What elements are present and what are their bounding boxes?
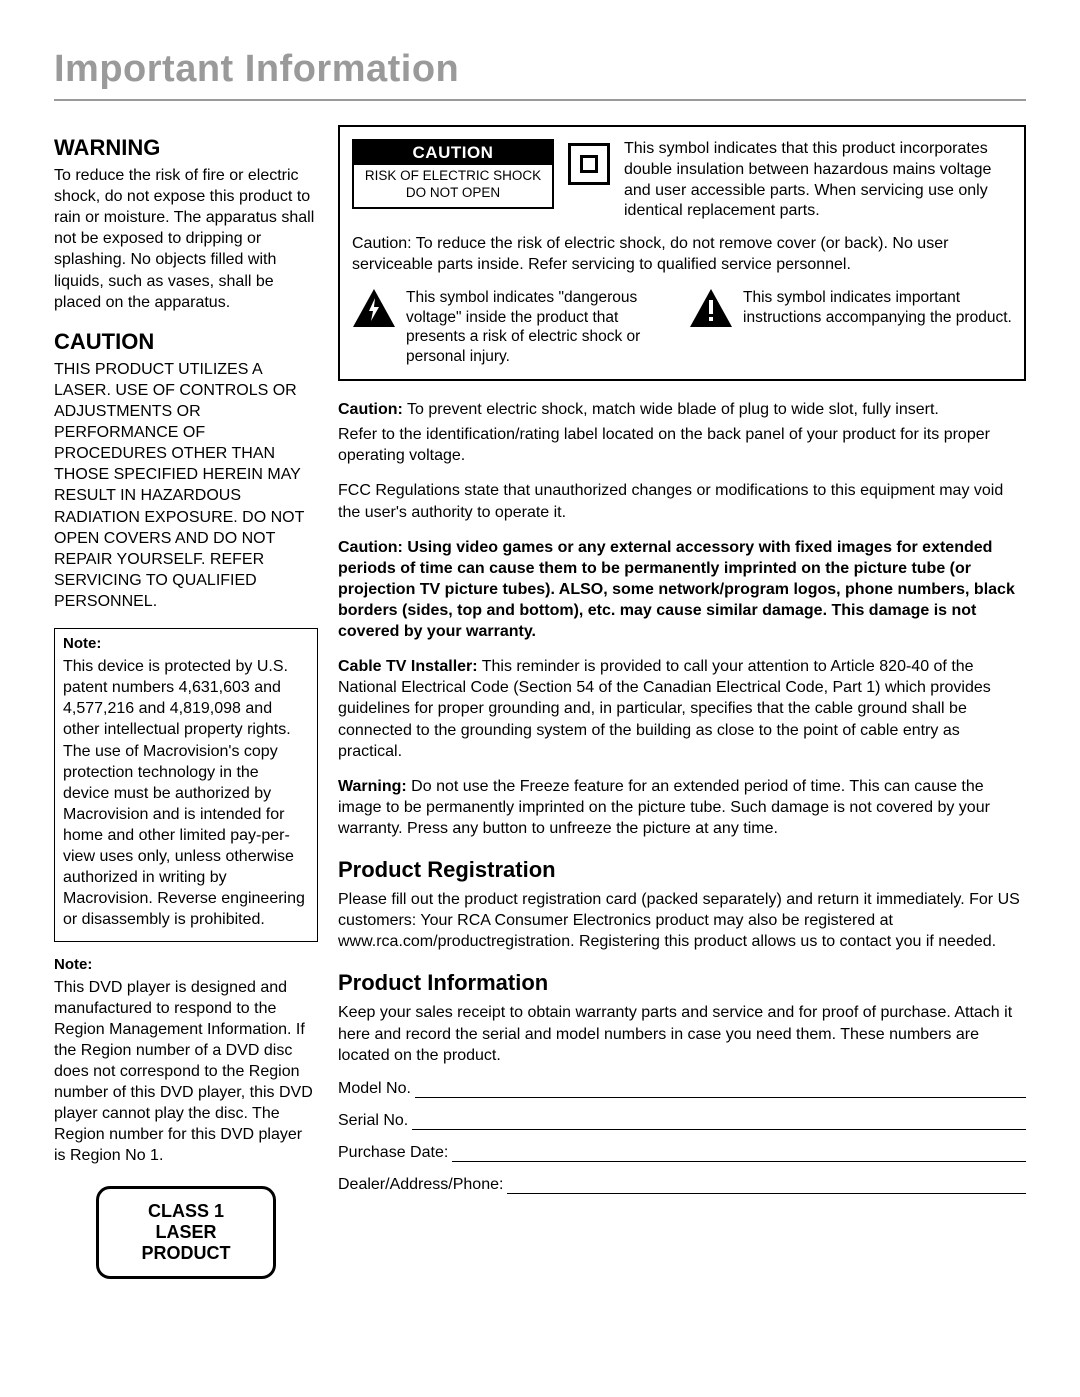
para-burn-in-caution: Caution: Using video games or any extern… [338,537,1026,643]
para-rating-label: Refer to the identification/rating label… [338,424,1026,466]
voltage-symbol-text: This symbol indicates "dangerous voltage… [406,288,675,367]
para-freeze-warning-body: Do not use the Freeze feature for an ext… [338,778,990,837]
note1-label: Note: [63,635,309,652]
product-information-body: Keep your sales receipt to obtain warran… [338,1002,1026,1065]
title-divider [54,99,1026,101]
page-title: Important Information [54,48,1026,91]
dealer-label: Dealer/Address/Phone: [338,1176,503,1194]
dangerous-voltage-icon [352,288,396,328]
caution-outer-box: CAUTION RISK OF ELECTRIC SHOCK DO NOT OP… [338,125,1026,381]
product-registration-body: Please fill out the product registration… [338,889,1026,952]
caution-body: THIS PRODUCT UTILIZES A LASER. USE OF CO… [54,359,318,612]
para-freeze-warning: Warning: Do not use the Freeze feature f… [338,776,1026,839]
caution-panel-header: CAUTION [354,141,552,165]
double-insulation-icon [568,143,610,185]
product-information-heading: Product Information [338,970,1026,996]
para-plug-caution-lead: Caution: [338,401,403,418]
product-registration-heading: Product Registration [338,857,1026,883]
para-cable-installer: Cable TV Installer: This reminder is pro… [338,656,1026,762]
serial-no-field[interactable]: Serial No. [338,1112,1026,1130]
warning-body: To reduce the risk of fire or electric s… [54,165,318,313]
instructions-symbol-block: This symbol indicates important instruct… [689,288,1012,328]
model-no-label: Model No. [338,1080,411,1098]
warning-heading: WARNING [54,135,318,161]
para-fcc: FCC Regulations state that unauthorized … [338,480,1026,522]
note2-label: Note: [54,956,318,973]
purchase-date-label: Purchase Date: [338,1144,448,1162]
purchase-date-field[interactable]: Purchase Date: [338,1144,1026,1162]
para-plug-caution: Caution: To prevent electric shock, matc… [338,399,1026,420]
class1-laser-box: CLASS 1 LASER PRODUCT [96,1186,276,1278]
para-cable-installer-lead: Cable TV Installer: [338,658,478,675]
dealer-field[interactable]: Dealer/Address/Phone: [338,1176,1026,1194]
mid-caution-text: Caution: To reduce the risk of electric … [352,234,1012,276]
note2-body: This DVD player is designed and manufact… [54,977,318,1167]
double-insulation-text: This symbol indicates that this product … [624,139,1012,222]
para-freeze-warning-lead: Warning: [338,778,407,795]
note1-box: Note: This device is protected by U.S. p… [54,628,318,941]
caution-panel: CAUTION RISK OF ELECTRIC SHOCK DO NOT OP… [352,139,554,209]
para-plug-caution-body: To prevent electric shock, match wide bl… [403,401,939,418]
left-column: WARNING To reduce the risk of fire or el… [54,125,318,1279]
caution-panel-body: RISK OF ELECTRIC SHOCK DO NOT OPEN [354,165,552,207]
page-layout: WARNING To reduce the risk of fire or el… [54,125,1026,1279]
right-column: CAUTION RISK OF ELECTRIC SHOCK DO NOT OP… [338,125,1026,1279]
serial-no-label: Serial No. [338,1112,408,1130]
instructions-symbol-text: This symbol indicates important instruct… [743,288,1012,328]
caution-heading: CAUTION [54,329,318,355]
note1-body: This device is protected by U.S. patent … [63,656,309,930]
symbols-row: This symbol indicates "dangerous voltage… [352,288,1012,367]
model-no-field[interactable]: Model No. [338,1080,1026,1098]
voltage-symbol-block: This symbol indicates "dangerous voltage… [352,288,675,367]
caution-top-row: CAUTION RISK OF ELECTRIC SHOCK DO NOT OP… [352,139,1012,222]
important-instructions-icon [689,288,733,328]
